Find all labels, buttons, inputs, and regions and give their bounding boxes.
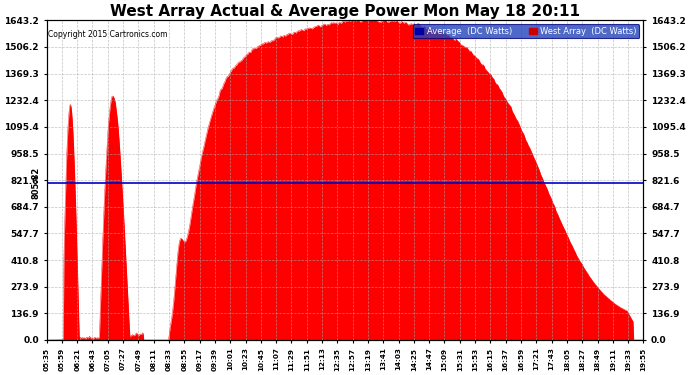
Title: West Array Actual & Average Power Mon May 18 20:11: West Array Actual & Average Power Mon Ma… — [110, 4, 580, 19]
Text: 805.82: 805.82 — [32, 167, 41, 200]
Text: Copyright 2015 Cartronics.com: Copyright 2015 Cartronics.com — [48, 30, 167, 39]
Legend: Average  (DC Watts), West Array  (DC Watts): Average (DC Watts), West Array (DC Watts… — [413, 24, 639, 39]
